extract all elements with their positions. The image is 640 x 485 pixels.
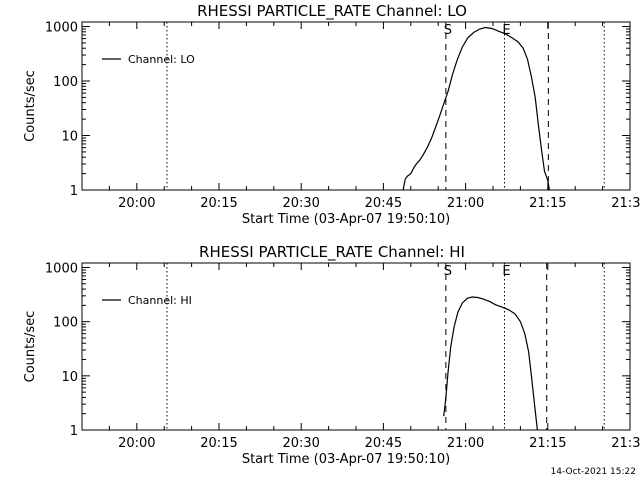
y-tick-label: 1000 <box>45 262 78 277</box>
x-axis-label: Start Time (03-Apr-07 19:50:10) <box>242 452 450 467</box>
plot-frame <box>81 21 631 191</box>
panel-hi: RHESSI PARTICLE_RATE Channel: HI 20:00 20:… <box>23 243 640 467</box>
x-tick-label: 20:15 <box>200 196 237 211</box>
x-tick-label: 20:45 <box>365 436 402 451</box>
x-tick-label: 21:30 <box>611 436 640 451</box>
chart-title: RHESSI PARTICLE_RATE Channel: LO <box>197 2 467 21</box>
footer-timestamp: 14-Oct-2021 15:22 <box>551 467 636 477</box>
x-tick-label: 21:00 <box>447 436 484 451</box>
x-tick-label: 21:15 <box>529 196 566 211</box>
y-axis-label: Counts/sec <box>23 311 38 383</box>
x-tick-label: 20:00 <box>118 196 155 211</box>
x-tick-label: 21:15 <box>529 436 566 451</box>
x-tick-label: 21:00 <box>447 196 484 211</box>
y-tick-label: 1 <box>70 424 78 439</box>
marker-label: S <box>444 23 452 38</box>
y-tick-label: 100 <box>53 316 78 331</box>
x-tick-label: 21:30 <box>611 196 640 211</box>
legend-entry: Channel: HI <box>128 294 192 307</box>
chart-title: RHESSI PARTICLE_RATE Channel: HI <box>199 243 465 262</box>
y-tick-label: 10 <box>61 370 78 385</box>
x-tick-label: 20:00 <box>118 436 155 451</box>
y-tick-label: 100 <box>53 75 78 90</box>
plot-frame <box>81 262 631 431</box>
panel-lo: RHESSI PARTICLE_RATE Channel: LO 20:00 20:… <box>23 2 640 227</box>
y-axis-label: Counts/sec <box>23 70 38 142</box>
y-tick-label: 10 <box>61 130 78 145</box>
x-tick-label: 20:30 <box>282 436 319 451</box>
marker-label: E <box>502 23 510 38</box>
series-line <box>402 26 550 191</box>
series-line <box>443 296 538 431</box>
marker-label: S <box>444 264 452 279</box>
legend-entry: Channel: LO <box>128 53 195 66</box>
x-axis-label: Start Time (03-Apr-07 19:50:10) <box>242 212 450 227</box>
x-tick-label: 20:45 <box>365 196 402 211</box>
y-tick-label: 1 <box>70 184 78 199</box>
marker-label: E <box>502 264 510 279</box>
y-tick-label: 1000 <box>45 21 78 36</box>
x-tick-label: 20:15 <box>200 436 237 451</box>
x-tick-label: 20:30 <box>282 196 319 211</box>
